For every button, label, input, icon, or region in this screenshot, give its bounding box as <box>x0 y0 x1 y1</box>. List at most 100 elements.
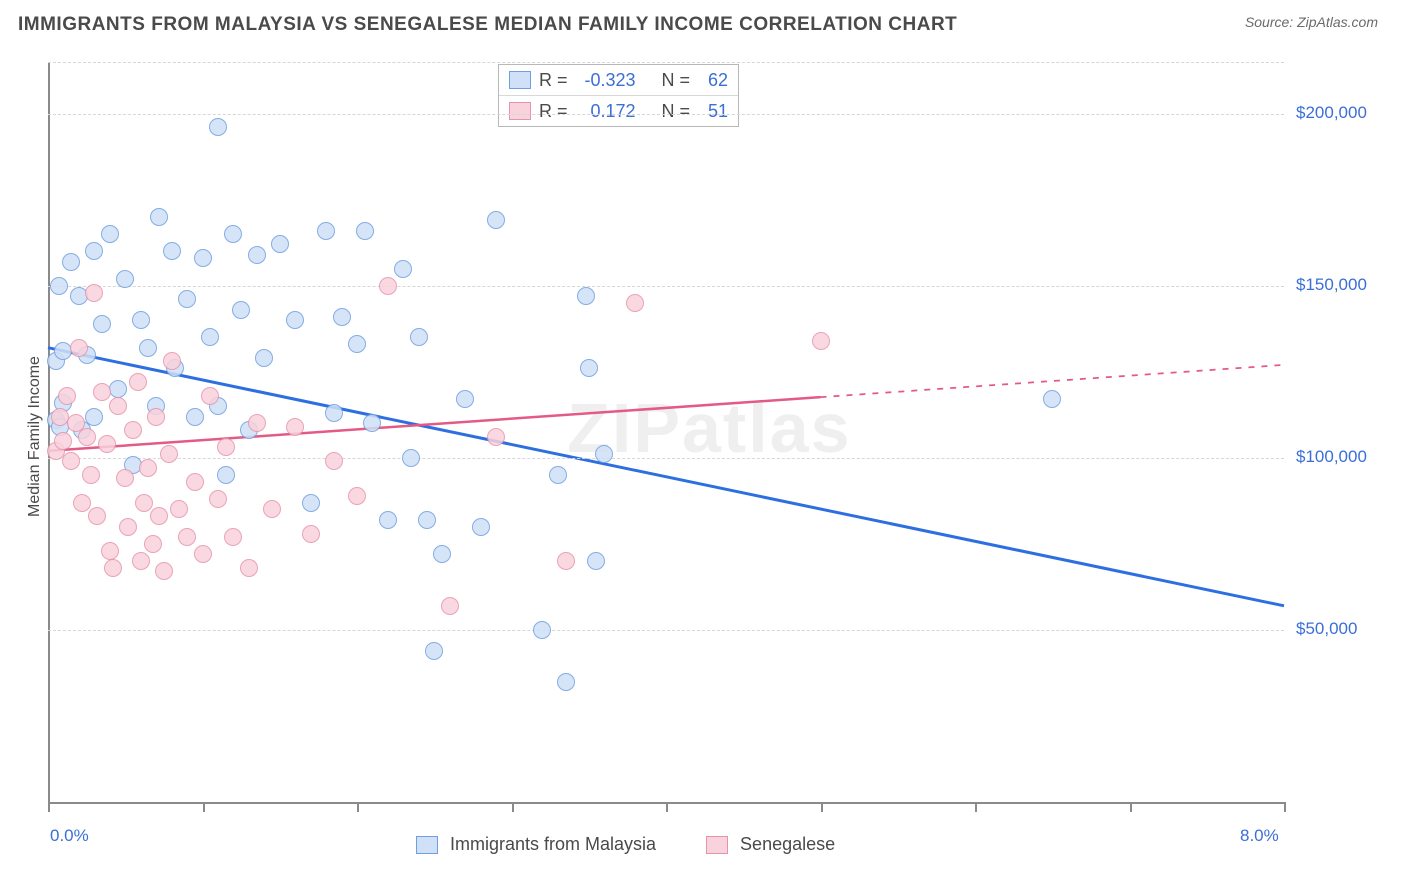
data-point-senegalese <box>626 294 644 312</box>
data-point-senegalese <box>286 418 304 436</box>
legend-r-value: 0.172 <box>576 101 636 122</box>
data-point-malaysia <box>557 673 575 691</box>
data-point-senegalese <box>217 438 235 456</box>
chart-title: IMMIGRANTS FROM MALAYSIA VS SENEGALESE M… <box>18 14 957 36</box>
data-point-senegalese <box>135 494 153 512</box>
data-point-malaysia <box>456 390 474 408</box>
data-point-malaysia <box>487 211 505 229</box>
data-point-malaysia <box>271 235 289 253</box>
legend-swatch <box>706 836 728 854</box>
data-point-senegalese <box>104 559 122 577</box>
data-point-malaysia <box>472 518 490 536</box>
data-point-senegalese <box>186 473 204 491</box>
data-point-malaysia <box>410 328 428 346</box>
gridline-h <box>48 286 1284 287</box>
legend-swatch <box>416 836 438 854</box>
data-point-senegalese <box>163 352 181 370</box>
data-point-senegalese <box>240 559 258 577</box>
data-point-senegalese <box>62 452 80 470</box>
data-point-malaysia <box>433 545 451 563</box>
data-point-senegalese <box>348 487 366 505</box>
data-point-malaysia <box>209 118 227 136</box>
legend-n-label: N = <box>662 101 691 122</box>
x-tick <box>203 802 205 812</box>
data-point-malaysia <box>93 315 111 333</box>
data-point-senegalese <box>129 373 147 391</box>
legend-r-label: R = <box>539 101 568 122</box>
y-tick-label: $50,000 <box>1296 619 1357 639</box>
data-point-senegalese <box>263 500 281 518</box>
x-tick <box>821 802 823 812</box>
data-point-senegalese <box>132 552 150 570</box>
data-point-senegalese <box>557 552 575 570</box>
data-point-malaysia <box>1043 390 1061 408</box>
x-tick <box>357 802 359 812</box>
data-point-malaysia <box>150 208 168 226</box>
legend-n-label: N = <box>662 70 691 91</box>
data-point-malaysia <box>286 311 304 329</box>
data-point-malaysia <box>425 642 443 660</box>
data-point-senegalese <box>441 597 459 615</box>
legend-corr-row: R =0.172N =51 <box>499 96 738 126</box>
data-point-malaysia <box>178 290 196 308</box>
data-point-malaysia <box>255 349 273 367</box>
data-point-senegalese <box>170 500 188 518</box>
data-point-malaysia <box>317 222 335 240</box>
data-point-senegalese <box>201 387 219 405</box>
data-point-malaysia <box>163 242 181 260</box>
data-point-senegalese <box>109 397 127 415</box>
x-tick <box>512 802 514 812</box>
data-point-malaysia <box>186 408 204 426</box>
legend-swatch <box>509 102 531 120</box>
x-tick-label: 8.0% <box>1240 826 1279 846</box>
data-point-senegalese <box>70 339 88 357</box>
data-point-senegalese <box>812 332 830 350</box>
data-point-senegalese <box>78 428 96 446</box>
data-point-senegalese <box>119 518 137 536</box>
legend-series-label: Senegalese <box>740 834 835 855</box>
data-point-malaysia <box>116 270 134 288</box>
data-point-malaysia <box>356 222 374 240</box>
data-point-senegalese <box>124 421 142 439</box>
data-point-malaysia <box>101 225 119 243</box>
data-point-malaysia <box>201 328 219 346</box>
gridline-h <box>48 114 1284 115</box>
data-point-senegalese <box>144 535 162 553</box>
data-point-senegalese <box>54 432 72 450</box>
data-point-senegalese <box>160 445 178 463</box>
legend-series-label: Immigrants from Malaysia <box>450 834 656 855</box>
data-point-malaysia <box>132 311 150 329</box>
data-point-malaysia <box>194 249 212 267</box>
data-point-malaysia <box>248 246 266 264</box>
x-tick <box>975 802 977 812</box>
data-point-senegalese <box>487 428 505 446</box>
data-point-senegalese <box>82 466 100 484</box>
x-tick <box>1284 802 1286 812</box>
data-point-senegalese <box>98 435 116 453</box>
data-point-malaysia <box>50 277 68 295</box>
data-point-malaysia <box>577 287 595 305</box>
data-point-malaysia <box>580 359 598 377</box>
data-point-senegalese <box>93 383 111 401</box>
legend-n-value: 62 <box>698 70 728 91</box>
plot-area <box>48 62 1286 804</box>
data-point-senegalese <box>101 542 119 560</box>
data-point-senegalese <box>325 452 343 470</box>
y-tick-label: $150,000 <box>1296 275 1367 295</box>
data-point-malaysia <box>418 511 436 529</box>
data-point-malaysia <box>549 466 567 484</box>
data-point-malaysia <box>302 494 320 512</box>
data-point-senegalese <box>73 494 91 512</box>
data-point-senegalese <box>248 414 266 432</box>
data-point-malaysia <box>85 242 103 260</box>
data-point-malaysia <box>85 408 103 426</box>
data-point-malaysia <box>325 404 343 422</box>
data-point-senegalese <box>147 408 165 426</box>
data-point-senegalese <box>224 528 242 546</box>
data-point-senegalese <box>209 490 227 508</box>
data-point-senegalese <box>155 562 173 580</box>
data-point-malaysia <box>224 225 242 243</box>
legend-correlation-box: R =-0.323N =62R =0.172N =51 <box>498 64 739 127</box>
data-point-senegalese <box>150 507 168 525</box>
data-point-senegalese <box>379 277 397 295</box>
